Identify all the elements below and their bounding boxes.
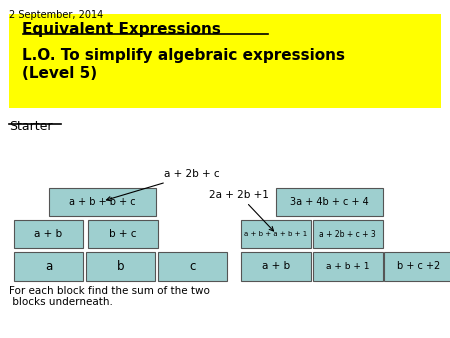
Text: Starter: Starter	[9, 120, 53, 133]
FancyBboxPatch shape	[86, 252, 155, 281]
Text: 3a + 4b + c + 4: 3a + 4b + c + 4	[291, 197, 369, 207]
Text: b + c +2: b + c +2	[397, 261, 441, 271]
Text: a + b: a + b	[34, 229, 63, 239]
FancyBboxPatch shape	[313, 252, 382, 281]
Text: c: c	[189, 260, 196, 273]
FancyBboxPatch shape	[313, 220, 382, 248]
Text: a: a	[45, 260, 52, 273]
Text: b: b	[117, 260, 124, 273]
FancyBboxPatch shape	[241, 252, 310, 281]
FancyBboxPatch shape	[276, 188, 383, 216]
Text: L.O. To simplify algebraic expressions: L.O. To simplify algebraic expressions	[22, 48, 346, 63]
Text: a + b + 1: a + b + 1	[326, 262, 369, 271]
Text: a + b + b + c: a + b + b + c	[69, 197, 135, 207]
Text: 2a + 2b +1: 2a + 2b +1	[209, 190, 274, 231]
FancyBboxPatch shape	[241, 220, 310, 248]
FancyBboxPatch shape	[49, 188, 156, 216]
Text: a + 2b + c: a + 2b + c	[107, 169, 220, 201]
FancyBboxPatch shape	[384, 252, 450, 281]
FancyBboxPatch shape	[158, 252, 227, 281]
Text: (Level 5): (Level 5)	[22, 66, 98, 81]
Text: a + b + a + b + 1: a + b + a + b + 1	[244, 231, 307, 237]
Text: a + b: a + b	[261, 261, 290, 271]
Text: For each block find the sum of the two
 blocks underneath.: For each block find the sum of the two b…	[9, 286, 210, 307]
FancyBboxPatch shape	[14, 252, 83, 281]
FancyBboxPatch shape	[88, 220, 158, 248]
Text: a + 2b + c + 3: a + 2b + c + 3	[319, 230, 376, 239]
Text: 2 September, 2014: 2 September, 2014	[9, 10, 103, 20]
FancyBboxPatch shape	[9, 14, 441, 108]
FancyBboxPatch shape	[14, 220, 83, 248]
Text: b + c: b + c	[109, 229, 136, 239]
Text: Equivalent Expressions: Equivalent Expressions	[22, 22, 221, 37]
